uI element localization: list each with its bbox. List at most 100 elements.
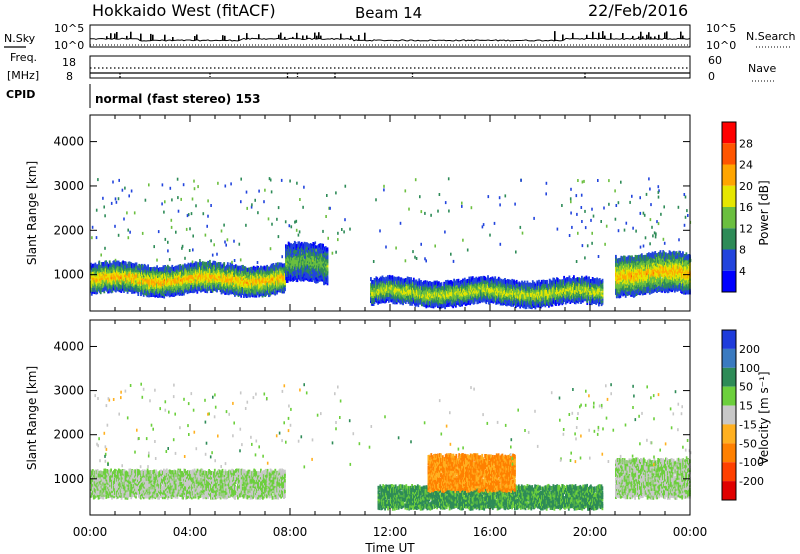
power-heatmap bbox=[90, 177, 692, 310]
noise-bar bbox=[224, 35, 226, 41]
power-cell bbox=[175, 265, 178, 270]
noise-bar bbox=[598, 32, 600, 40]
beam-title: Beam 14 bbox=[355, 4, 422, 22]
noise-bar bbox=[114, 33, 116, 39]
noise-bar bbox=[106, 36, 108, 40]
noise-bar bbox=[602, 31, 604, 39]
freq-label: Freq. bbox=[10, 51, 37, 64]
noise-bar bbox=[664, 32, 666, 39]
power-cell bbox=[141, 264, 144, 269]
power-cell bbox=[171, 264, 174, 269]
power-cell bbox=[166, 264, 169, 269]
power-cell bbox=[154, 267, 157, 272]
power-cell bbox=[132, 279, 135, 284]
noise-bar bbox=[194, 36, 196, 41]
power-cell bbox=[326, 247, 329, 252]
nave-tick-60: 60 bbox=[708, 54, 722, 67]
noise-bar bbox=[150, 33, 152, 41]
power-cell bbox=[322, 243, 324, 248]
noise-bar bbox=[364, 32, 366, 41]
noise-search-label: N.Search bbox=[746, 30, 796, 43]
freq-spikes bbox=[119, 73, 586, 79]
noise-bar bbox=[640, 31, 642, 40]
freq-tick-18: 18 bbox=[62, 56, 76, 69]
noise-bar bbox=[572, 32, 574, 39]
power-cell bbox=[158, 285, 161, 290]
noise-tick-bottom-right: 10^0 bbox=[706, 39, 736, 52]
power-cell bbox=[223, 262, 226, 267]
noise-tick-bottom-left: 10^0 bbox=[54, 39, 84, 52]
noise-bar bbox=[284, 36, 286, 40]
power-cell bbox=[149, 291, 152, 296]
noise-sky-trace bbox=[90, 37, 691, 42]
station-title: Hokkaido West (fitACF) bbox=[92, 1, 276, 20]
cpid-mode: normal (fast stereo) 153 bbox=[95, 92, 261, 106]
power-cell bbox=[137, 266, 140, 270]
noise-bar bbox=[314, 32, 316, 39]
noise-panel: N.Sky 10^5 10^0 10^5 10^0 N.Search bbox=[4, 22, 796, 52]
cpid-label: CPID bbox=[6, 88, 35, 101]
power-cell bbox=[179, 264, 182, 268]
noise-bar bbox=[196, 34, 198, 40]
noise-bar bbox=[126, 35, 128, 39]
power-cell bbox=[132, 263, 135, 268]
freq-panel: Freq. [MHz] 18 8 60 0 Nave bbox=[7, 51, 776, 83]
noise-bar bbox=[116, 32, 118, 39]
power-cell bbox=[188, 263, 191, 268]
freq-unit-label: [MHz] bbox=[7, 69, 39, 82]
noise-bar bbox=[278, 34, 280, 39]
noise-bar bbox=[292, 36, 294, 39]
noise-bar bbox=[654, 36, 656, 39]
noise-bar bbox=[680, 31, 682, 39]
power-cell bbox=[275, 262, 277, 267]
noise-bar bbox=[296, 32, 298, 39]
power-cell bbox=[90, 262, 92, 267]
power-cell bbox=[158, 267, 161, 272]
power-cell bbox=[135, 262, 138, 267]
power-cell bbox=[457, 278, 460, 283]
power-cell bbox=[183, 263, 186, 268]
noise-bar bbox=[280, 32, 282, 39]
noise-bar bbox=[316, 35, 318, 40]
noise-bar bbox=[650, 36, 652, 40]
noise-bar bbox=[340, 33, 342, 40]
noise-bar bbox=[246, 33, 248, 40]
power-cell bbox=[188, 283, 191, 288]
noise-bar bbox=[306, 35, 308, 40]
noise-bar bbox=[666, 31, 668, 39]
nave-label: Nave bbox=[748, 62, 776, 75]
noise-bar bbox=[638, 36, 640, 39]
noise-bar bbox=[302, 35, 304, 40]
power-cell bbox=[149, 267, 152, 272]
noise-bar bbox=[320, 35, 322, 39]
noise-bar bbox=[658, 34, 660, 40]
noise-bar bbox=[642, 36, 644, 39]
noise-bar bbox=[164, 34, 166, 41]
power-cell bbox=[124, 261, 127, 266]
power-cell bbox=[440, 282, 443, 287]
noise-bar bbox=[610, 33, 612, 40]
power-cell bbox=[122, 260, 124, 265]
noise-bar bbox=[554, 31, 556, 41]
noise-bar bbox=[350, 35, 352, 40]
power-cell bbox=[192, 263, 195, 268]
power-cell bbox=[242, 264, 244, 269]
power-cell bbox=[156, 265, 158, 270]
power-cell bbox=[178, 292, 181, 296]
power-cell bbox=[166, 278, 169, 283]
noise-sky-label: N.Sky bbox=[4, 32, 36, 45]
power-cell bbox=[162, 265, 165, 270]
noise-bar bbox=[152, 34, 154, 41]
power-cell bbox=[326, 267, 329, 272]
noise-bar bbox=[586, 34, 588, 39]
power-cell bbox=[107, 263, 110, 268]
power-cell bbox=[127, 273, 130, 278]
power-cell bbox=[326, 275, 329, 280]
noise-bar bbox=[682, 35, 684, 39]
noise-bar bbox=[358, 35, 360, 41]
noise-bar bbox=[238, 35, 240, 41]
power-cell bbox=[183, 269, 186, 274]
power-cell bbox=[154, 275, 157, 280]
